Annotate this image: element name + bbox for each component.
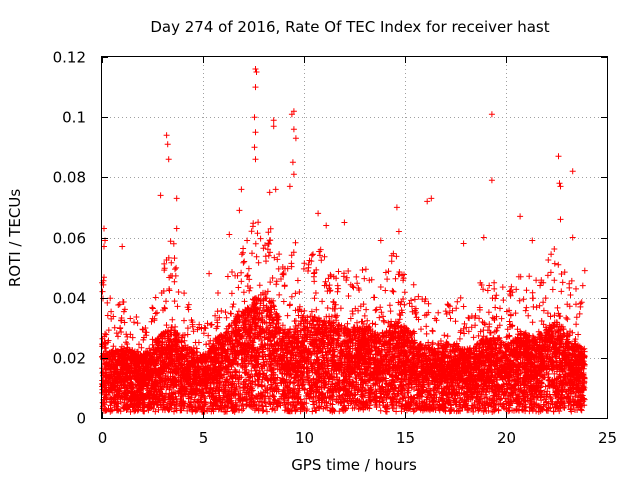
x-tick-labels: 0 5 10 15 20 25 [98, 429, 617, 447]
y-tick-labels: 0 0.02 0.04 0.06 0.08 0.1 0.12 [53, 49, 86, 428]
x-tick-label: 25 [598, 429, 617, 447]
axis-ticks [102, 57, 608, 419]
x-axis-title: GPS time / hours [291, 456, 417, 474]
y-tick-label: 0.1 [62, 109, 86, 127]
chart-title: Day 274 of 2016, Rate Of TEC Index for r… [150, 18, 549, 36]
y-tick-label: 0.06 [53, 230, 86, 248]
y-axis-title: ROTI / TECUs [6, 189, 24, 287]
x-tick-label: 0 [98, 429, 108, 447]
plot-frame [101, 56, 608, 419]
roti-points [99, 66, 588, 415]
x-tick-label: 20 [497, 429, 516, 447]
x-tick-label: 5 [199, 429, 209, 447]
data-points [99, 66, 588, 415]
y-tick-label: 0.12 [53, 49, 86, 67]
y-tick-label: 0.02 [53, 350, 86, 368]
x-tick-label: 10 [295, 429, 314, 447]
y-tick-label: 0.04 [53, 290, 86, 308]
y-tick-label: 0 [76, 410, 86, 428]
y-tick-label: 0.08 [53, 169, 86, 187]
x-tick-label: 15 [396, 429, 415, 447]
